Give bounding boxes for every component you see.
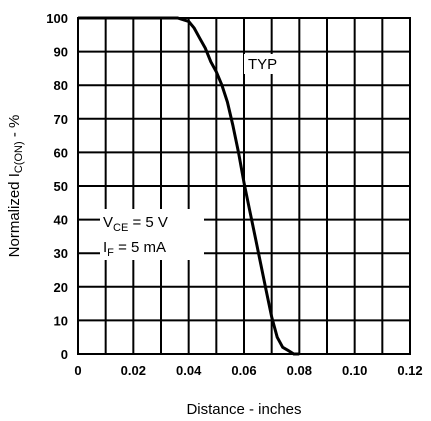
y-tick-label: 30 [54,246,68,261]
x-tick-label: 0 [74,363,81,378]
conditions-background [100,209,204,260]
y-tick-label: 20 [54,280,68,295]
if-value: = 5 mA [114,239,166,256]
tick-labels: 0 10 20 30 40 50 60 70 80 90 100 0 0.02 0.04 0.06 0.08 0… [46,11,422,378]
vce-value: = 5 V [128,214,168,231]
y-tick-label: 100 [46,11,68,26]
y-tick-label: 80 [54,78,68,93]
if-subscript: F [107,247,114,259]
y-axis-title-main: Normalized I [6,173,23,257]
vce-subscript: CE [113,222,128,234]
x-tick-label: 0.10 [342,363,367,378]
y-tick-label: 10 [54,313,68,328]
x-tick-label: 0.12 [397,363,422,378]
y-tick-label: 70 [54,112,68,127]
x-tick-label: 0.06 [231,363,256,378]
x-axis-title: Distance - inches [186,401,301,418]
if-condition: IF = 5 mA [103,239,166,259]
y-tick-label: 40 [54,213,68,228]
y-tick-label: 60 [54,145,68,160]
if-symbol: I [103,239,107,256]
y-tick-label: 90 [54,45,68,60]
y-axis-title-suffix: - % [6,115,23,142]
plot-frame [77,17,411,355]
series-line [78,16,300,356]
x-tick-label: 0.02 [121,363,146,378]
x-tick-label: 0.04 [176,363,202,378]
x-tick-label: 0.08 [287,363,312,378]
y-axis-title-sub: C(ON) [13,141,25,173]
typ-annotation: TYP [248,56,277,73]
vce-symbol: V [103,214,113,231]
y-tick-label: 50 [54,179,68,194]
typ-label-background [244,54,288,74]
y-tick-label: 0 [61,347,68,362]
vce-condition: VCE = 5 V [103,214,168,234]
y-axis-title: Normalized IC(ON) - % [6,115,25,258]
